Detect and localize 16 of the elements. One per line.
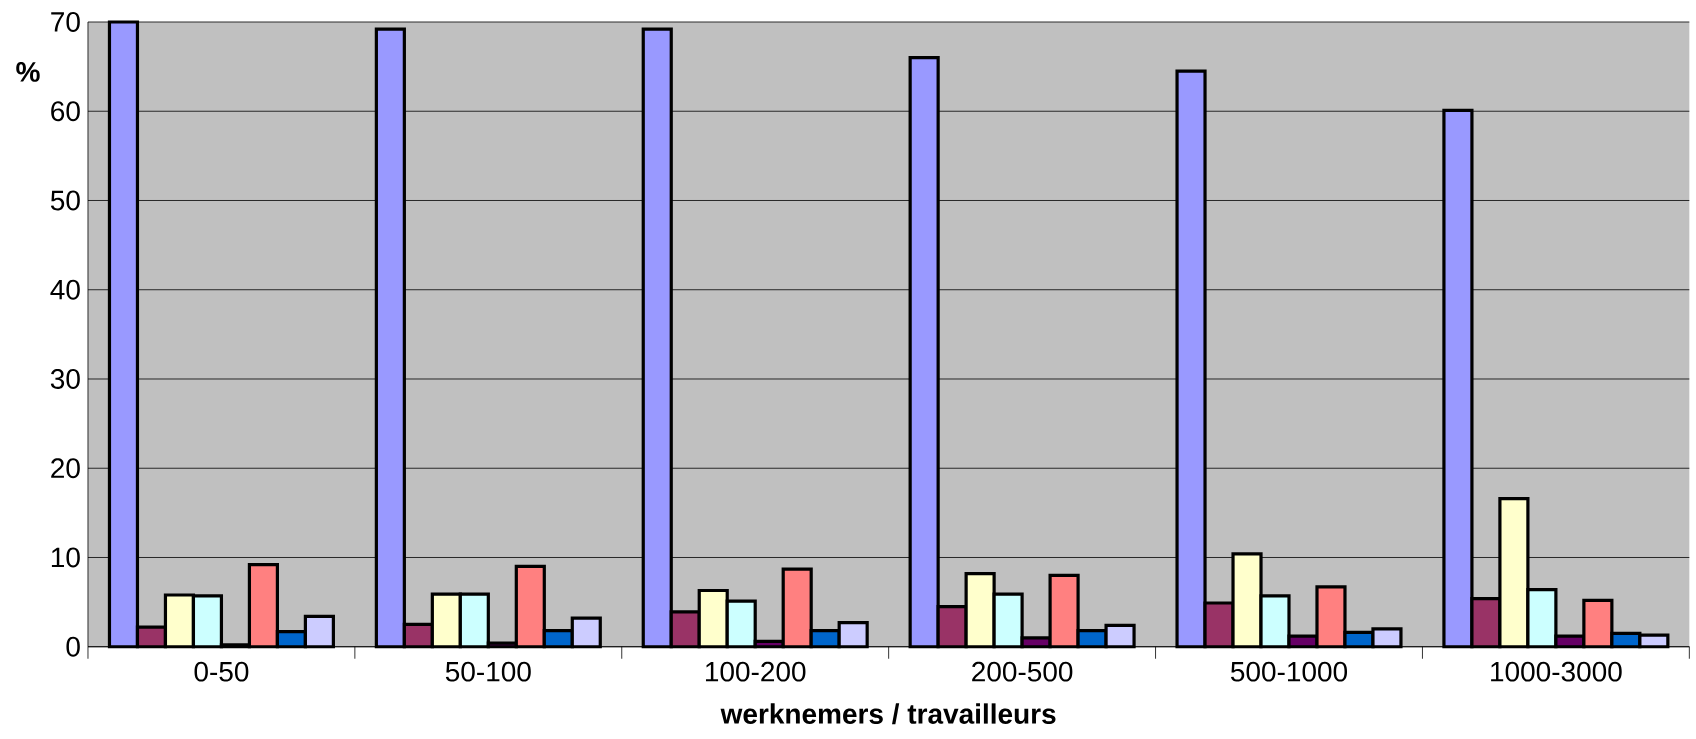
y-tick-label: 50 [50, 190, 80, 211]
y-tick-label: 20 [51, 458, 80, 479]
y-tick-label: 40 [50, 279, 80, 300]
y-tick-label: 60 [51, 101, 80, 122]
x-tick-label: 0-50 [194, 661, 249, 682]
x-axis-title: werknemers / travailleurs [720, 703, 1056, 725]
y-tick-label: 70 [51, 12, 80, 33]
x-tick-label: 50-100 [445, 661, 531, 682]
y-tick-label: 0 [66, 636, 80, 657]
y-axis-title: % [16, 62, 40, 82]
x-tick-label: 1000-3000 [1491, 661, 1622, 682]
y-tick-label: 10 [51, 547, 80, 568]
x-tick-label: 200-500 [972, 661, 1073, 682]
x-tick-label: 100-200 [705, 661, 806, 682]
y-tick-label: 30 [50, 369, 80, 390]
x-tick-label: 500-1000 [1230, 661, 1348, 682]
